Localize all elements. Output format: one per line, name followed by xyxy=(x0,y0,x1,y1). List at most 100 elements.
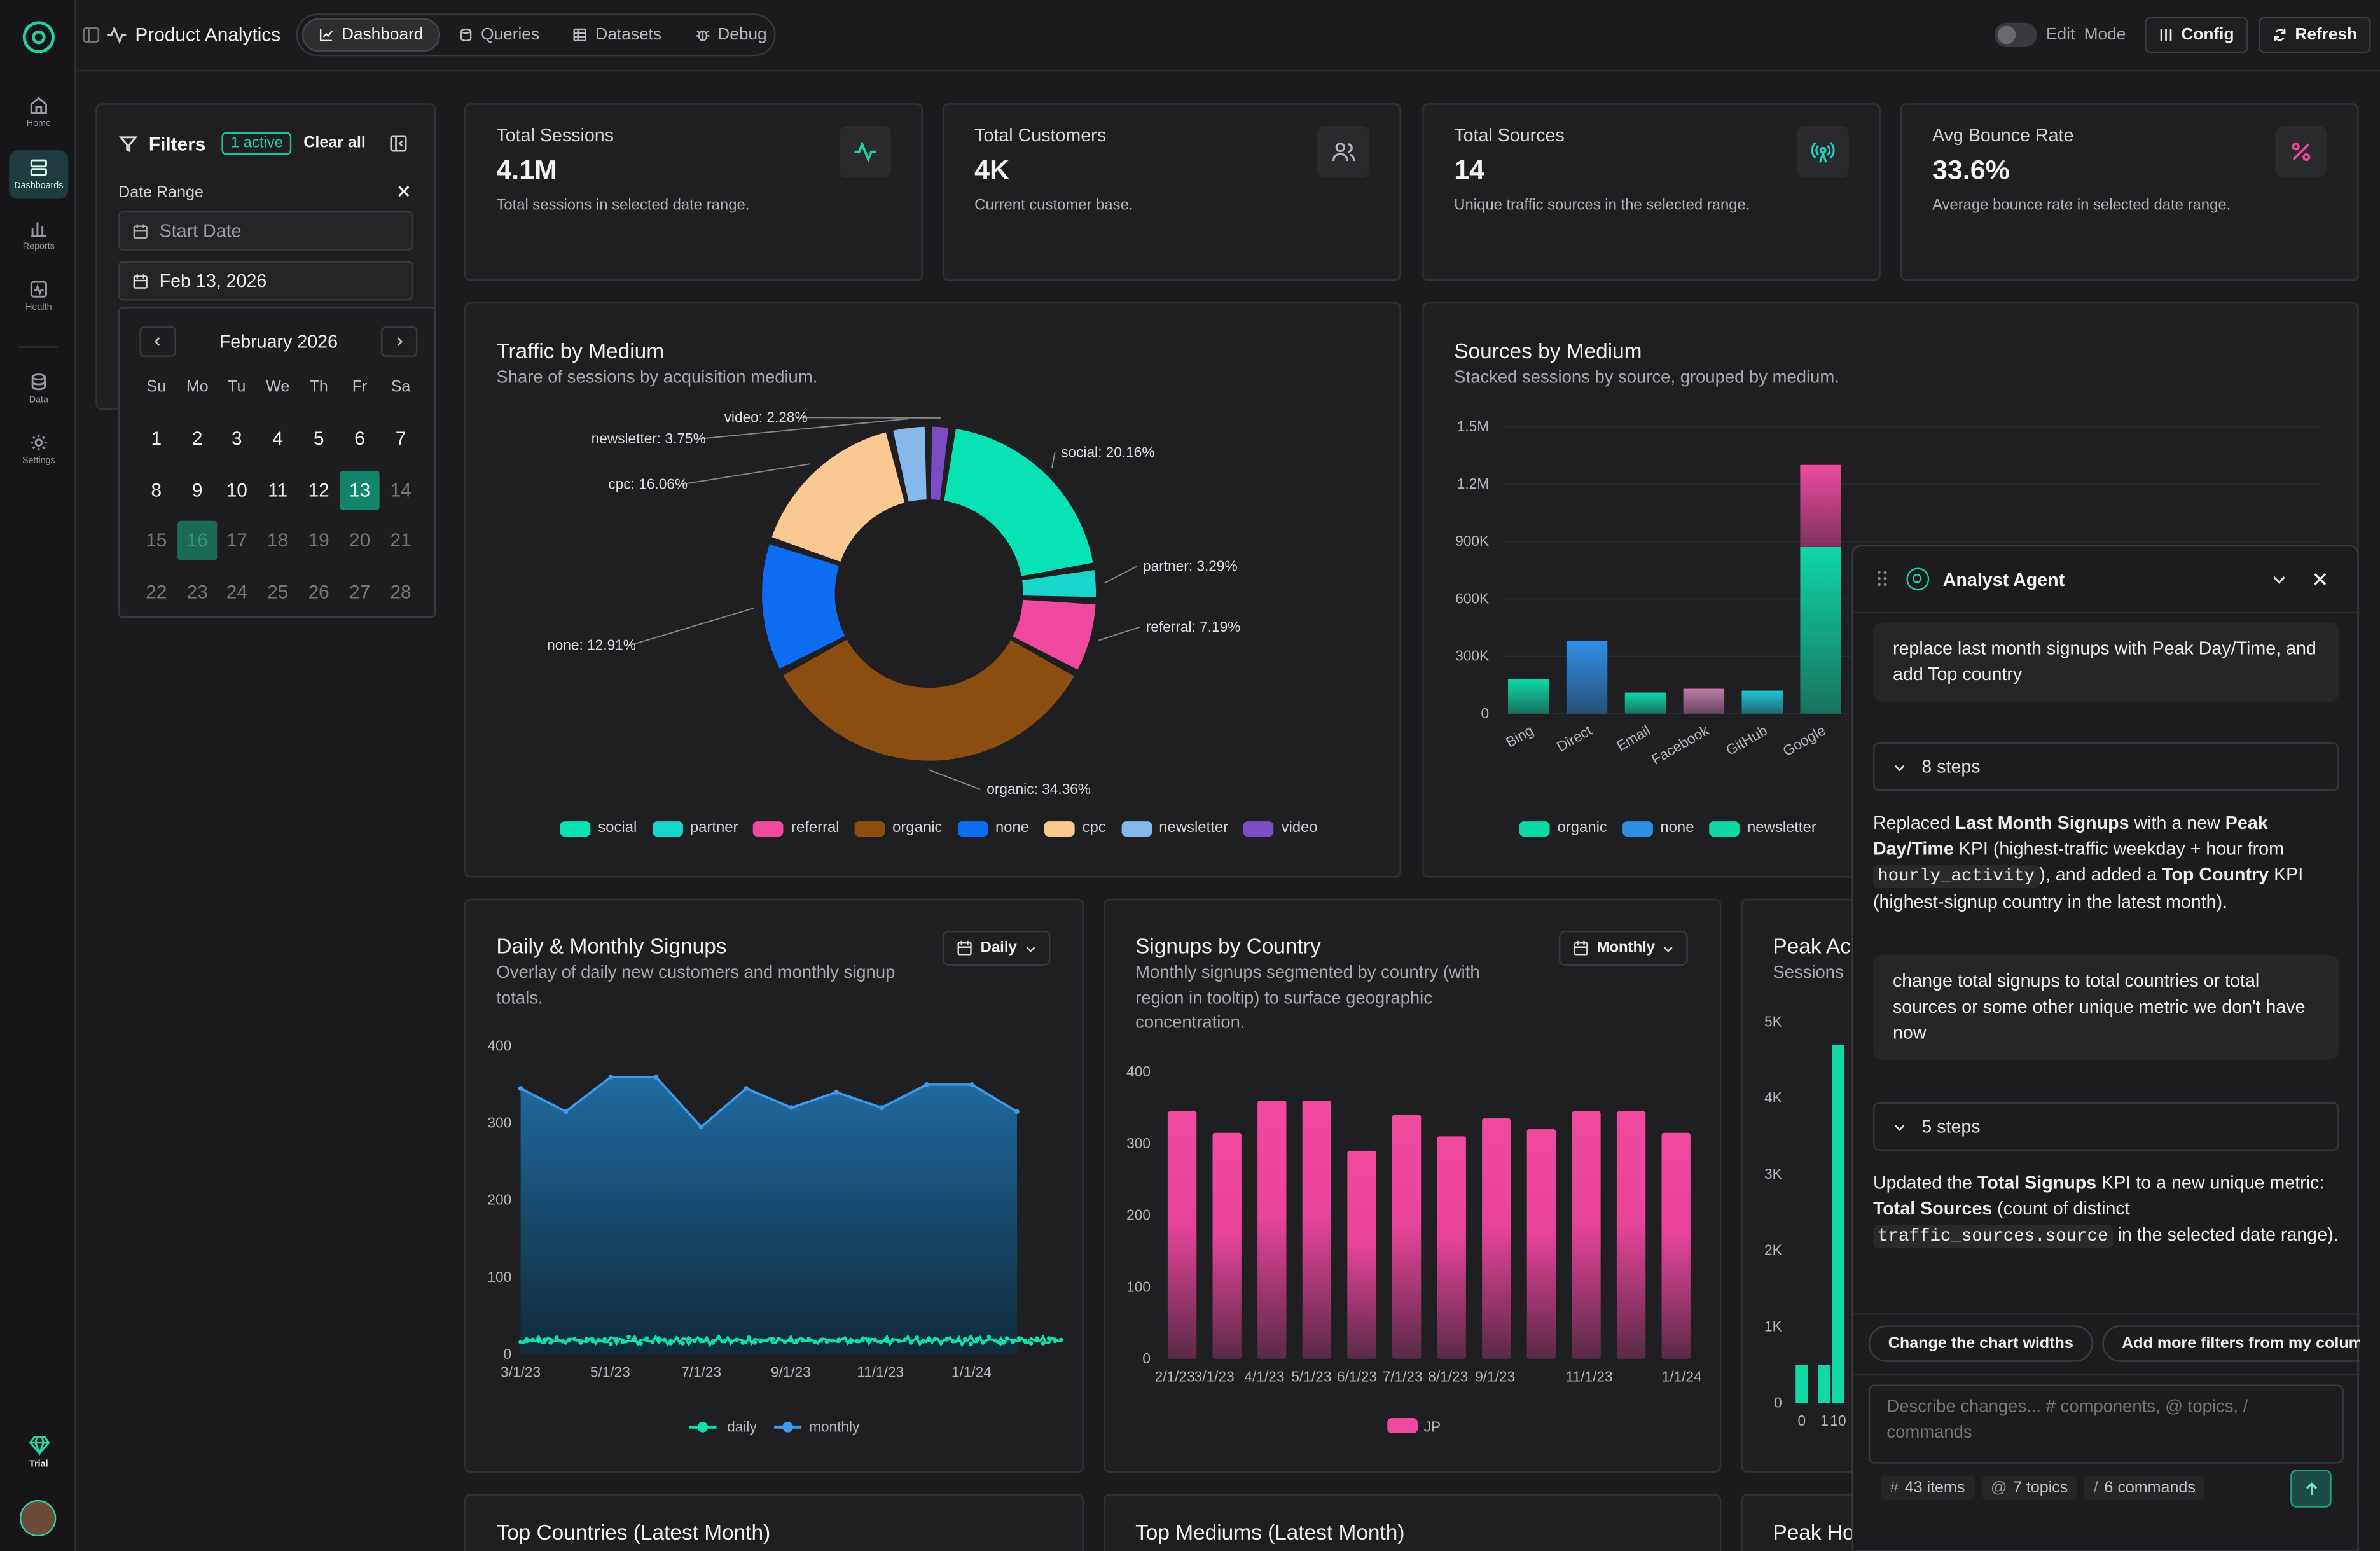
app-logo[interactable] xyxy=(22,21,55,53)
items-tag[interactable]: #43 items xyxy=(1880,1475,1974,1500)
prev-month-button[interactable] xyxy=(139,326,176,357)
calendar-day[interactable]: 27 xyxy=(349,580,371,602)
calendar-day[interactable]: 21 xyxy=(390,529,412,552)
calendar-day[interactable]: 22 xyxy=(146,580,167,602)
pie-slice-referral[interactable] xyxy=(1013,599,1096,670)
bar[interactable] xyxy=(1347,1150,1376,1359)
refresh-button[interactable]: Refresh xyxy=(2259,17,2371,53)
legend-item[interactable]: video xyxy=(1243,820,1318,837)
bar[interactable] xyxy=(1507,679,1549,714)
monthly-point[interactable] xyxy=(563,1109,569,1115)
bar[interactable] xyxy=(1257,1100,1287,1359)
legend-item[interactable]: newsletter xyxy=(1709,820,1816,837)
monthly-point[interactable] xyxy=(608,1074,614,1080)
pie-slice-social[interactable] xyxy=(944,429,1093,576)
monthly-point[interactable] xyxy=(698,1124,704,1130)
monthly-point[interactable] xyxy=(518,1086,523,1091)
start-date-input[interactable]: Start Date xyxy=(118,211,413,251)
sidebar-item-dashboards[interactable]: Dashboards xyxy=(9,150,69,199)
bar-segment-organic[interactable] xyxy=(1800,547,1841,714)
bar[interactable] xyxy=(1795,1365,1808,1403)
granularity-select[interactable]: Daily xyxy=(943,930,1051,966)
tab-debug[interactable]: Debug xyxy=(680,18,782,52)
bar[interactable] xyxy=(1832,1045,1844,1403)
calendar-day[interactable]: 14 xyxy=(390,478,412,501)
next-month-button[interactable] xyxy=(381,326,418,357)
period-select[interactable]: Monthly xyxy=(1558,930,1689,966)
end-date-input[interactable]: Feb 13, 2026 xyxy=(118,261,413,301)
calendar-day[interactable]: 6 xyxy=(354,428,365,450)
bar[interactable] xyxy=(1818,1365,1831,1403)
sidebar-item-home[interactable]: Home xyxy=(9,88,68,136)
bar-segment-referral[interactable] xyxy=(1800,464,1841,548)
bar[interactable] xyxy=(1482,1118,1511,1359)
chevron-down-icon[interactable] xyxy=(2271,571,2287,587)
bar[interactable] xyxy=(1167,1111,1197,1359)
tab-datasets[interactable]: Datasets xyxy=(558,18,677,52)
monthly-point[interactable] xyxy=(1014,1109,1020,1115)
monthly-point[interactable] xyxy=(879,1105,884,1111)
calendar-day[interactable]: 13 xyxy=(340,469,380,510)
monthly-point[interactable] xyxy=(834,1090,839,1095)
pie-slice-cpc[interactable] xyxy=(771,432,905,562)
legend-item[interactable]: none xyxy=(1622,820,1694,837)
legend-item[interactable]: organic xyxy=(1519,820,1607,837)
calendar-day[interactable]: 28 xyxy=(390,580,412,602)
calendar-day[interactable]: 16 xyxy=(177,520,218,560)
bar[interactable] xyxy=(1212,1132,1242,1359)
pie-slice-organic[interactable] xyxy=(783,639,1074,761)
legend-item[interactable]: partner xyxy=(652,820,738,837)
pie-slice-none[interactable] xyxy=(762,544,845,669)
calendar-day[interactable]: 23 xyxy=(186,580,208,602)
monthly-point[interactable] xyxy=(969,1082,974,1087)
close-icon[interactable] xyxy=(396,184,412,199)
sidebar-item-data[interactable]: Data xyxy=(9,365,68,413)
edit-mode-toggle[interactable] xyxy=(1994,22,2037,47)
pie-slice-newsletter[interactable] xyxy=(893,426,927,502)
avatar[interactable] xyxy=(20,1499,57,1537)
legend-item[interactable]: cpc xyxy=(1044,820,1106,837)
legend-item[interactable]: newsletter xyxy=(1121,820,1228,837)
monthly-line[interactable] xyxy=(520,1075,1018,1129)
calendar-day[interactable]: 11 xyxy=(268,478,288,501)
legend-item[interactable]: none xyxy=(957,820,1029,837)
calendar-day[interactable]: 15 xyxy=(146,529,167,552)
calendar-day[interactable]: 9 xyxy=(191,478,203,501)
commands-tag[interactable]: /6 commands xyxy=(2084,1475,2205,1500)
bar[interactable] xyxy=(1392,1115,1422,1359)
topics-tag[interactable]: @7 topics xyxy=(1981,1475,2077,1500)
calendar-day[interactable]: 5 xyxy=(313,428,324,450)
calendar-day[interactable]: 12 xyxy=(308,478,329,501)
steps-toggle[interactable]: 8 steps xyxy=(1872,742,2339,791)
clear-all-button[interactable]: Clear all xyxy=(303,134,366,152)
bar[interactable] xyxy=(1302,1100,1332,1359)
calendar-day[interactable]: 3 xyxy=(231,428,242,450)
monthly-point[interactable] xyxy=(924,1082,929,1087)
suggestion-chip[interactable]: Add more filters from my columns xyxy=(2102,1325,2361,1362)
legend-item[interactable]: referral xyxy=(753,820,840,837)
calendar-day[interactable]: 19 xyxy=(308,529,329,552)
collapse-panel-icon[interactable] xyxy=(389,134,408,153)
legend-item[interactable]: social xyxy=(560,820,637,837)
calendar-day[interactable]: 8 xyxy=(151,478,162,501)
calendar-day[interactable]: 4 xyxy=(272,428,284,450)
pie-slice-partner[interactable] xyxy=(1022,570,1097,597)
sidebar-item-settings[interactable]: Settings xyxy=(9,425,68,473)
monthly-point[interactable] xyxy=(789,1105,794,1111)
close-icon[interactable] xyxy=(2312,571,2328,587)
bar[interactable] xyxy=(1683,688,1725,714)
monthly-point[interactable] xyxy=(653,1074,659,1080)
calendar-day[interactable]: 26 xyxy=(308,580,329,602)
legend-item[interactable]: organic xyxy=(854,820,942,837)
tab-queries[interactable]: Queries xyxy=(443,18,554,52)
calendar-day[interactable]: 20 xyxy=(349,529,371,552)
calendar-day[interactable]: 10 xyxy=(226,478,247,501)
daily-line[interactable] xyxy=(520,1333,1062,1347)
calendar-day[interactable]: 18 xyxy=(267,529,289,552)
steps-toggle[interactable]: 5 steps xyxy=(1872,1102,2339,1151)
bar[interactable] xyxy=(1566,641,1608,714)
sidebar-item-health[interactable]: Health xyxy=(9,272,68,320)
calendar-day[interactable]: 7 xyxy=(395,428,406,450)
agent-input[interactable] xyxy=(1868,1384,2344,1464)
suggestion-chip[interactable]: Change the chart widths xyxy=(1868,1325,2093,1362)
